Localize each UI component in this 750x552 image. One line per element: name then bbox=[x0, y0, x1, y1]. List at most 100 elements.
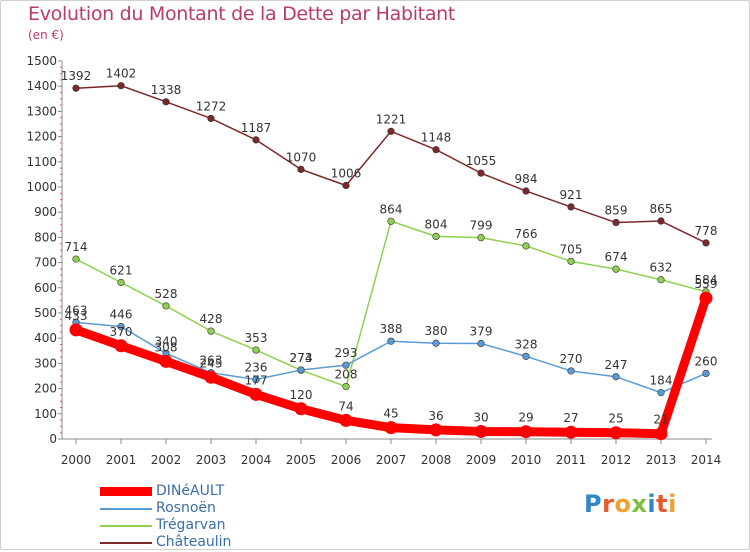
y-tick-label: 800 bbox=[34, 230, 57, 244]
y-tick-label: 1300 bbox=[26, 104, 57, 118]
data-point bbox=[342, 382, 350, 391]
y-tick-label: 1000 bbox=[26, 180, 57, 194]
data-label: 778 bbox=[695, 224, 718, 238]
data-point bbox=[612, 373, 620, 381]
data-label: 25 bbox=[608, 412, 623, 426]
data-label: 293 bbox=[335, 346, 358, 360]
series-rosnoën bbox=[72, 318, 710, 397]
data-point bbox=[117, 82, 125, 90]
data-label: 1006 bbox=[331, 166, 362, 180]
data-point bbox=[522, 352, 530, 360]
data-label: 380 bbox=[425, 324, 448, 338]
data-point bbox=[387, 337, 395, 345]
chart-unit-label: (en €) bbox=[28, 28, 64, 42]
legend-swatch bbox=[100, 525, 152, 527]
data-point bbox=[114, 339, 128, 353]
chart-title: Evolution du Montant de la Dette par Hab… bbox=[28, 3, 456, 25]
data-label: 328 bbox=[515, 337, 538, 351]
series-dinéault bbox=[69, 291, 713, 441]
data-label: 270 bbox=[560, 352, 583, 366]
series-lines bbox=[69, 82, 713, 441]
data-point bbox=[567, 367, 575, 375]
axes: 0 100 200 300 400 500 600 700 800 900 1000 1100 1200… bbox=[26, 54, 721, 467]
y-tick-label: 700 bbox=[34, 256, 57, 270]
data-point bbox=[249, 387, 263, 401]
data-label: 260 bbox=[695, 354, 718, 368]
series-châteaulin bbox=[72, 82, 710, 247]
data-label: 74 bbox=[338, 399, 353, 413]
data-point bbox=[519, 425, 533, 439]
data-label: 674 bbox=[605, 250, 628, 264]
data-point bbox=[294, 402, 308, 416]
data-label: 370 bbox=[110, 325, 133, 339]
data-point bbox=[207, 327, 215, 335]
data-label: 184 bbox=[650, 374, 673, 388]
data-label: 1338 bbox=[151, 83, 182, 97]
data-point bbox=[297, 165, 305, 173]
data-label: 379 bbox=[470, 324, 493, 338]
data-label: 247 bbox=[605, 358, 628, 372]
y-tick-label: 1200 bbox=[26, 130, 57, 144]
data-point bbox=[522, 242, 530, 250]
x-tick-label: 2012 bbox=[601, 453, 632, 467]
data-label: 1187 bbox=[241, 121, 272, 135]
data-label: 463 bbox=[65, 303, 88, 317]
data-label: 36 bbox=[428, 409, 443, 423]
data-point bbox=[297, 366, 305, 374]
data-point bbox=[477, 234, 485, 242]
data-point bbox=[657, 217, 665, 225]
x-tick-label: 2003 bbox=[196, 453, 227, 467]
legend-label: DINéAULT bbox=[156, 483, 225, 499]
data-label: 353 bbox=[245, 331, 268, 345]
data-label: 27 bbox=[563, 411, 578, 425]
legend-label: Châteaulin bbox=[156, 534, 232, 550]
data-label: 1055 bbox=[466, 154, 497, 168]
data-label: 984 bbox=[515, 172, 538, 186]
data-labels: 1392 1402 1338 1272 1187 1070 1006 1221 1148 1055… bbox=[61, 67, 718, 427]
data-point bbox=[609, 426, 623, 440]
data-point bbox=[69, 323, 83, 337]
y-tick-label: 600 bbox=[34, 281, 57, 295]
data-point bbox=[162, 302, 170, 310]
x-tick-label: 2000 bbox=[61, 453, 92, 467]
data-point bbox=[342, 361, 350, 369]
data-point bbox=[432, 232, 440, 240]
logo-letter: i bbox=[647, 490, 657, 518]
data-point bbox=[162, 98, 170, 106]
x-tick-label: 2004 bbox=[241, 453, 272, 467]
data-label: 921 bbox=[560, 188, 583, 202]
data-label: 446 bbox=[110, 308, 133, 322]
data-point bbox=[699, 291, 713, 305]
data-point bbox=[612, 265, 620, 273]
data-point bbox=[432, 146, 440, 154]
data-point bbox=[339, 413, 353, 427]
x-tick-label: 2009 bbox=[466, 453, 497, 467]
x-tick-label: 2014 bbox=[691, 453, 722, 467]
data-label: 208 bbox=[335, 368, 358, 382]
data-label: 864 bbox=[380, 202, 403, 216]
logo-letter: r bbox=[602, 490, 615, 518]
logo-letter: o bbox=[614, 490, 632, 518]
data-label: 1070 bbox=[286, 150, 317, 164]
x-tick-label: 2010 bbox=[511, 453, 542, 467]
data-point bbox=[564, 425, 578, 439]
data-point bbox=[612, 218, 620, 227]
data-label: 263 bbox=[200, 354, 223, 368]
legend-swatch bbox=[100, 542, 152, 544]
x-tick-label: 2013 bbox=[646, 453, 677, 467]
data-label: 584 bbox=[695, 273, 718, 287]
data-label: 1148 bbox=[421, 131, 452, 145]
data-label: 705 bbox=[560, 242, 583, 256]
data-point bbox=[387, 127, 395, 135]
data-point bbox=[654, 427, 668, 441]
data-label: 428 bbox=[200, 312, 223, 326]
legend-swatch bbox=[100, 508, 152, 510]
data-point bbox=[207, 114, 215, 123]
data-point bbox=[657, 389, 665, 397]
data-label: 528 bbox=[155, 287, 178, 301]
logo-letter: i bbox=[668, 490, 677, 518]
x-tick-label: 2002 bbox=[151, 453, 182, 467]
data-label: 766 bbox=[515, 227, 538, 241]
data-point bbox=[72, 84, 80, 92]
